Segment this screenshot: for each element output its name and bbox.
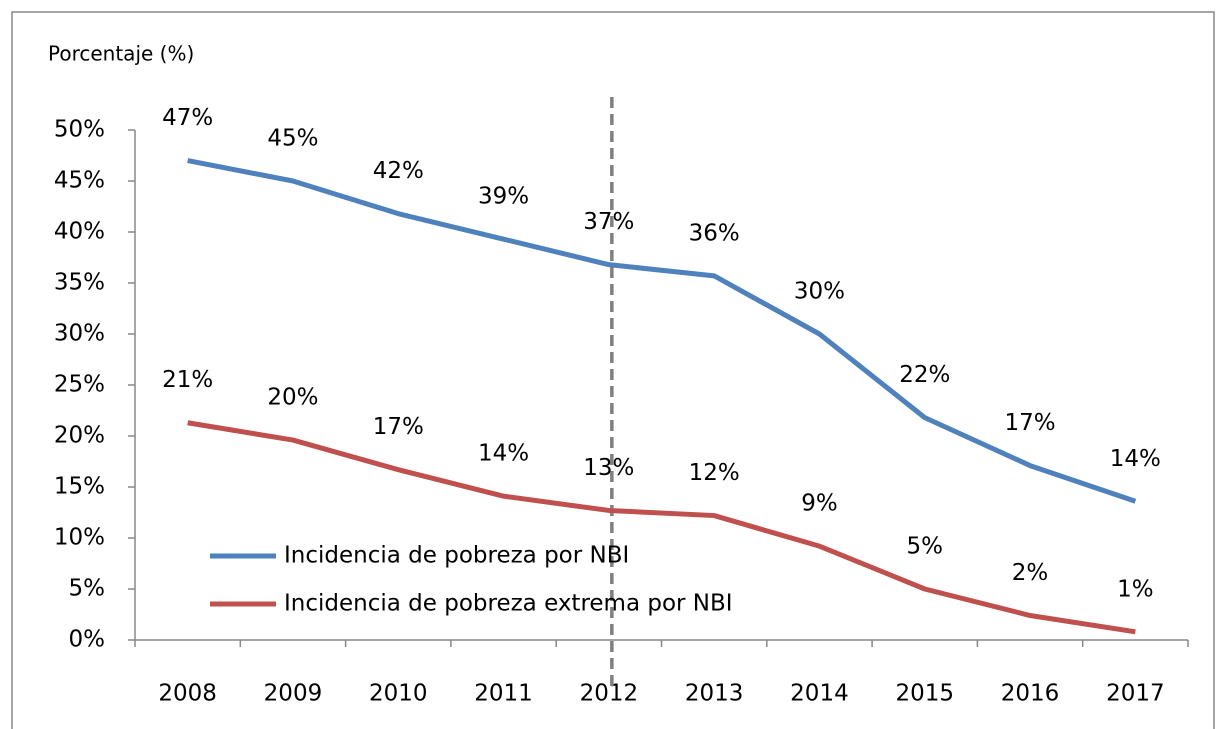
line-series xyxy=(187,420,1136,635)
x-tick-label: 2008 xyxy=(158,681,217,707)
data-label: 2% xyxy=(1012,560,1049,586)
y-tick-label: 20% xyxy=(54,423,105,449)
x-tick-label: 2011 xyxy=(474,681,533,707)
data-label: 30% xyxy=(794,279,845,305)
data-label: 22% xyxy=(899,362,950,388)
data-label: 37% xyxy=(583,209,634,235)
data-label: 17% xyxy=(1004,410,1055,436)
data-label: 36% xyxy=(689,220,740,246)
x-tick-label: 2015 xyxy=(895,681,954,707)
x-tick-label: 2010 xyxy=(369,681,428,707)
data-label: 47% xyxy=(162,105,213,131)
data-label: 13% xyxy=(583,455,634,481)
line-series xyxy=(187,158,1137,504)
y-tick-label: 40% xyxy=(54,219,105,245)
data-label: 45% xyxy=(267,126,318,152)
data-label: 39% xyxy=(478,184,529,210)
y-tick-label: 10% xyxy=(54,525,105,551)
y-tick-label: 25% xyxy=(54,372,105,398)
y-tick-label: 0% xyxy=(69,627,106,653)
x-tick-label: 2014 xyxy=(790,681,849,707)
y-tick-label: 30% xyxy=(54,321,105,347)
y-tick-label: 45% xyxy=(54,168,105,194)
legend-label: Incidencia de pobreza extrema por NBI xyxy=(284,591,733,617)
x-tick-label: 2017 xyxy=(1106,681,1165,707)
data-label: 20% xyxy=(267,385,318,411)
x-tick-label: 2009 xyxy=(264,681,323,707)
legend-label: Incidencia de pobreza por NBI xyxy=(284,543,629,569)
data-label: 9% xyxy=(801,491,838,517)
y-axis-label: Porcentaje (%) xyxy=(48,42,194,66)
x-tick-label: 2012 xyxy=(580,681,639,707)
data-label: 5% xyxy=(907,534,944,560)
data-label: 21% xyxy=(162,367,213,393)
x-tick-label: 2013 xyxy=(685,681,744,707)
data-label: 17% xyxy=(373,414,424,440)
data-label: 1% xyxy=(1117,576,1154,602)
y-tick-label: 15% xyxy=(54,474,105,500)
y-tick-label: 50% xyxy=(54,117,105,143)
x-tick-label: 2016 xyxy=(1001,681,1060,707)
y-tick-label: 5% xyxy=(69,576,106,602)
y-tick-label: 35% xyxy=(54,270,105,296)
data-label: 12% xyxy=(689,460,740,486)
data-label: 14% xyxy=(478,441,529,467)
data-label: 42% xyxy=(373,158,424,184)
data-label: 14% xyxy=(1110,446,1161,472)
